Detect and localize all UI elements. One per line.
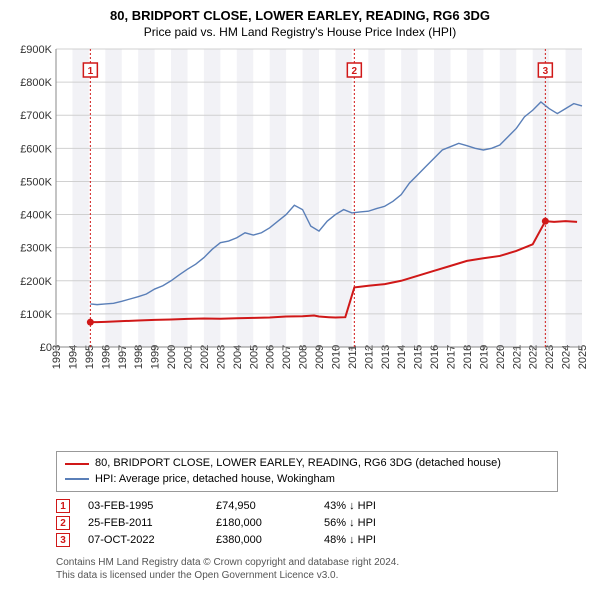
svg-text:2014: 2014 — [396, 345, 408, 369]
legend-label: 80, BRIDPORT CLOSE, LOWER EARLEY, READIN… — [95, 456, 501, 471]
svg-text:1994: 1994 — [67, 345, 79, 369]
sale-badge: 3 — [56, 533, 70, 547]
svg-text:£200K: £200K — [20, 276, 52, 288]
svg-text:£500K: £500K — [20, 176, 52, 188]
footer-line2: This data is licensed under the Open Gov… — [56, 569, 590, 582]
svg-text:1995: 1995 — [84, 345, 96, 369]
sale-date: 07-OCT-2022 — [88, 534, 198, 546]
footer-attribution: Contains HM Land Registry data © Crown c… — [56, 556, 590, 582]
svg-text:2011: 2011 — [347, 345, 359, 369]
svg-text:2006: 2006 — [265, 345, 277, 369]
sale-price: £180,000 — [216, 517, 306, 529]
svg-text:2023: 2023 — [544, 345, 556, 369]
svg-text:2016: 2016 — [429, 345, 441, 369]
svg-text:£100K: £100K — [20, 309, 52, 321]
svg-text:2017: 2017 — [446, 345, 458, 369]
svg-text:£300K: £300K — [20, 243, 52, 255]
sale-date: 25-FEB-2011 — [88, 517, 198, 529]
svg-text:2000: 2000 — [166, 345, 178, 369]
svg-text:£400K: £400K — [20, 210, 52, 222]
svg-text:2015: 2015 — [413, 345, 425, 369]
svg-text:2025: 2025 — [577, 345, 589, 369]
line-chart-svg: £0£100K£200K£300K£400K£500K£600K£700K£80… — [10, 45, 590, 375]
svg-text:3: 3 — [543, 66, 549, 77]
sale-diff: 43% ↓ HPI — [324, 500, 376, 512]
svg-text:£600K: £600K — [20, 143, 52, 155]
svg-text:1993: 1993 — [51, 345, 63, 369]
svg-text:2: 2 — [352, 66, 358, 77]
svg-text:2021: 2021 — [511, 345, 523, 369]
sale-diff: 56% ↓ HPI — [324, 517, 376, 529]
legend-label: HPI: Average price, detached house, Woki… — [95, 472, 335, 487]
legend-item: 80, BRIDPORT CLOSE, LOWER EARLEY, READIN… — [65, 456, 549, 471]
svg-text:£900K: £900K — [20, 45, 52, 56]
sale-row: 1 03-FEB-1995 £74,950 43% ↓ HPI — [56, 499, 590, 513]
sale-row: 2 25-FEB-2011 £180,000 56% ↓ HPI — [56, 516, 590, 530]
svg-text:1: 1 — [88, 66, 94, 77]
sale-badge: 1 — [56, 499, 70, 513]
svg-text:1998: 1998 — [133, 345, 145, 369]
svg-text:2007: 2007 — [281, 345, 293, 369]
svg-text:2012: 2012 — [363, 345, 375, 369]
svg-text:2020: 2020 — [495, 345, 507, 369]
svg-text:2008: 2008 — [298, 345, 310, 369]
svg-text:2001: 2001 — [183, 345, 195, 369]
svg-text:2019: 2019 — [478, 345, 490, 369]
svg-text:£800K: £800K — [20, 77, 52, 89]
svg-text:2018: 2018 — [462, 345, 474, 369]
svg-text:1996: 1996 — [100, 345, 112, 369]
svg-text:2003: 2003 — [215, 345, 227, 369]
legend-item: HPI: Average price, detached house, Woki… — [65, 472, 549, 487]
svg-text:2009: 2009 — [314, 345, 326, 369]
svg-text:2004: 2004 — [232, 345, 244, 369]
sale-badge: 2 — [56, 516, 70, 530]
footer-line1: Contains HM Land Registry data © Crown c… — [56, 556, 590, 569]
legend-swatch — [65, 463, 89, 465]
sales-list: 1 03-FEB-1995 £74,950 43% ↓ HPI 2 25-FEB-2011… — [10, 496, 590, 550]
legend-swatch — [65, 478, 89, 480]
chart-area: £0£100K£200K£300K£400K£500K£600K£700K£80… — [10, 45, 590, 445]
legend-box: 80, BRIDPORT CLOSE, LOWER EARLEY, READIN… — [56, 451, 558, 492]
svg-text:2022: 2022 — [528, 345, 540, 369]
chart-container: 80, BRIDPORT CLOSE, LOWER EARLEY, READIN… — [0, 0, 600, 590]
svg-text:1997: 1997 — [117, 345, 129, 369]
svg-text:£700K: £700K — [20, 110, 52, 122]
chart-subtitle: Price paid vs. HM Land Registry's House … — [10, 25, 590, 39]
sale-row: 3 07-OCT-2022 £380,000 48% ↓ HPI — [56, 533, 590, 547]
svg-text:2005: 2005 — [248, 345, 260, 369]
svg-text:2010: 2010 — [330, 345, 342, 369]
sale-price: £74,950 — [216, 500, 306, 512]
svg-text:2002: 2002 — [199, 345, 211, 369]
sale-price: £380,000 — [216, 534, 306, 546]
sale-diff: 48% ↓ HPI — [324, 534, 376, 546]
sale-date: 03-FEB-1995 — [88, 500, 198, 512]
svg-text:2013: 2013 — [380, 345, 392, 369]
svg-text:1999: 1999 — [150, 345, 162, 369]
chart-title: 80, BRIDPORT CLOSE, LOWER EARLEY, READIN… — [10, 8, 590, 23]
svg-text:2024: 2024 — [561, 345, 573, 369]
